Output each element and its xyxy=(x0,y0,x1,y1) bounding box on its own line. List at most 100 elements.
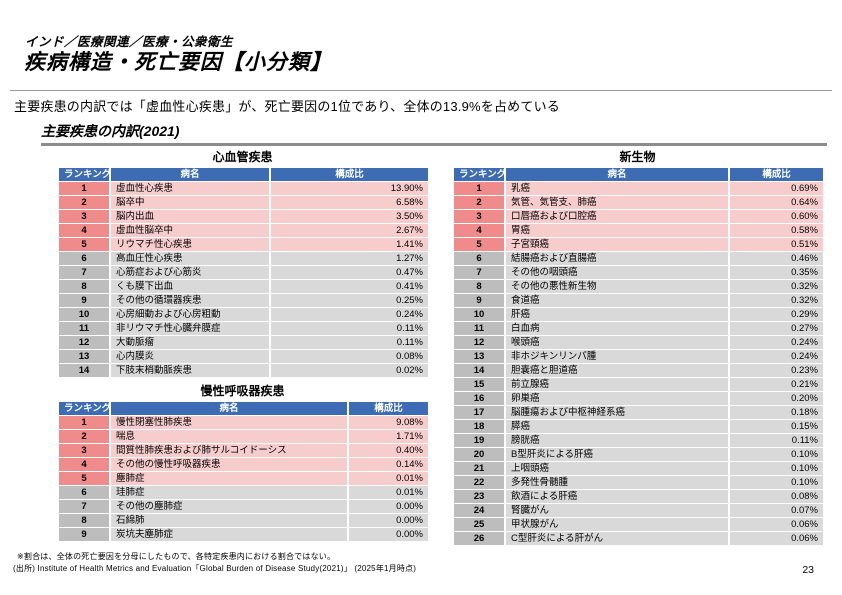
share-cell: 0.00% xyxy=(347,527,430,542)
name-cell: 肝癌 xyxy=(504,307,730,322)
key-message: 主要疾患の内訳では「虚血性心疾患」が、死亡要因の1位であり、全体の13.9%を占… xyxy=(14,99,560,114)
name-cell: その他の咽頭癌 xyxy=(504,265,730,280)
share-cell: 0.08% xyxy=(728,489,825,504)
share-cell: 2.67% xyxy=(269,223,430,238)
rank-cell: 6 xyxy=(57,485,111,500)
rank-cell: 3 xyxy=(57,443,111,458)
name-cell: リウマチ性心疾患 xyxy=(109,237,271,252)
name-cell: 下肢末梢動脈疾患 xyxy=(109,363,271,378)
name-cell: 間質性肺疾患および肺サルコイドーシス xyxy=(109,443,349,458)
table-row: 4 胃癌 0.58% xyxy=(452,223,825,238)
rank-cell: 10 xyxy=(57,307,111,322)
share-cell: 9.08% xyxy=(347,415,430,430)
share-cell: 0.00% xyxy=(347,499,430,514)
name-cell: くも膜下出血 xyxy=(109,279,271,294)
table-row: 7 その他の塵肺症 0.00% xyxy=(57,499,430,514)
column-header-rank: ランキング xyxy=(452,167,506,182)
rank-cell: 2 xyxy=(57,195,111,210)
name-cell: 口唇癌および口腔癌 xyxy=(504,209,730,224)
share-cell: 1.27% xyxy=(269,251,430,266)
rank-cell: 11 xyxy=(452,321,506,336)
rank-cell: 11 xyxy=(57,321,111,336)
name-cell: 喉頭癌 xyxy=(504,335,730,350)
name-cell: 食道癌 xyxy=(504,293,730,308)
page-title: 疾病構造・死亡要因【小分類】 xyxy=(24,51,332,74)
table-row: 9 その他の循環器疾患 0.25% xyxy=(57,293,430,308)
table-row: 3 間質性肺疾患および肺サルコイドーシス 0.40% xyxy=(57,443,430,458)
share-cell: 0.41% xyxy=(269,279,430,294)
table-title-respiratory: 慢性呼吸器疾患 xyxy=(200,384,285,398)
share-cell: 0.18% xyxy=(728,405,825,420)
share-cell: 0.21% xyxy=(728,377,825,392)
table-row: 11 白血病 0.27% xyxy=(452,321,825,336)
table-row: 20 B型肝炎による肝癌 0.10% xyxy=(452,447,825,462)
share-cell: 0.08% xyxy=(269,349,430,364)
table-row: 8 その他の悪性新生物 0.32% xyxy=(452,279,825,294)
rank-cell: 5 xyxy=(452,237,506,252)
rank-cell: 20 xyxy=(452,447,506,462)
table-row: 8 石綿肺 0.00% xyxy=(57,513,430,528)
table-row: 5 リウマチ性心疾患 1.41% xyxy=(57,237,430,252)
rank-cell: 8 xyxy=(452,279,506,294)
name-cell: 腎臓がん xyxy=(504,503,730,518)
name-cell: 高血圧性心疾患 xyxy=(109,251,271,266)
table-row: 13 非ホジキンリンパ腫 0.24% xyxy=(452,349,825,364)
rank-cell: 7 xyxy=(57,499,111,514)
name-cell: 飲酒による肝癌 xyxy=(504,489,730,504)
name-cell: 白血病 xyxy=(504,321,730,336)
ranking-table-cardiovascular: ランキング 病名 構成比 1 虚血性心疾患 13.90% 2 脳卒中 6.58% 3 脳内出血 3.5… xyxy=(57,167,430,378)
share-cell: 0.07% xyxy=(728,503,825,518)
name-cell: 甲状腺がん xyxy=(504,517,730,532)
table-row: 2 気管、気管支、肺癌 0.64% xyxy=(452,195,825,210)
name-cell: 虚血性心疾患 xyxy=(109,181,271,196)
column-header-share: 構成比 xyxy=(728,167,825,182)
rank-cell: 12 xyxy=(57,335,111,350)
share-cell: 0.69% xyxy=(728,181,825,196)
table-block-respiratory: 慢性呼吸器疾患 ランキング 病名 構成比 1 慢性閉塞性肺疾患 9.08% 2 喘息 1.71%… xyxy=(57,384,430,542)
table-row: 7 その他の咽頭癌 0.35% xyxy=(452,265,825,280)
table-row: 13 心内膜炎 0.08% xyxy=(57,349,430,364)
share-cell: 0.32% xyxy=(728,293,825,308)
table-header-row: ランキング 病名 構成比 xyxy=(452,167,825,182)
name-cell: 虚血性脳卒中 xyxy=(109,223,271,238)
share-cell: 0.58% xyxy=(728,223,825,238)
name-cell: 心内膜炎 xyxy=(109,349,271,364)
table-row: 7 心筋症および心筋炎 0.47% xyxy=(57,265,430,280)
share-cell: 0.24% xyxy=(728,349,825,364)
rank-cell: 5 xyxy=(57,471,111,486)
rank-cell: 23 xyxy=(452,489,506,504)
header-divider xyxy=(10,90,832,91)
rank-cell: 14 xyxy=(452,363,506,378)
share-cell: 6.58% xyxy=(269,195,430,210)
table-row: 23 飲酒による肝癌 0.08% xyxy=(452,489,825,504)
source-citation: (出所) Institute of Health Metrics and Eva… xyxy=(13,564,417,573)
rank-cell: 22 xyxy=(452,475,506,490)
rank-cell: 13 xyxy=(452,349,506,364)
rank-cell: 7 xyxy=(57,265,111,280)
name-cell: 大動脈瘤 xyxy=(109,335,271,350)
rank-cell: 13 xyxy=(57,349,111,364)
share-cell: 13.90% xyxy=(269,181,430,196)
table-row: 5 塵肺症 0.01% xyxy=(57,471,430,486)
name-cell: その他の悪性新生物 xyxy=(504,279,730,294)
table-row: 6 珪肺症 0.01% xyxy=(57,485,430,500)
table-row: 18 膵癌 0.15% xyxy=(452,419,825,434)
table-row: 3 口唇癌および口腔癌 0.60% xyxy=(452,209,825,224)
share-cell: 0.46% xyxy=(728,251,825,266)
share-cell: 0.00% xyxy=(347,513,430,528)
name-cell: B型肝炎による肝癌 xyxy=(504,447,730,462)
table-row: 25 甲状腺がん 0.06% xyxy=(452,517,825,532)
rank-cell: 6 xyxy=(452,251,506,266)
name-cell: 珪肺症 xyxy=(109,485,349,500)
rank-cell: 21 xyxy=(452,461,506,476)
table-row: 15 前立腺癌 0.21% xyxy=(452,377,825,392)
rank-cell: 3 xyxy=(57,209,111,224)
name-cell: 石綿肺 xyxy=(109,513,349,528)
rank-cell: 14 xyxy=(57,363,111,378)
name-cell: 膵癌 xyxy=(504,419,730,434)
name-cell: 慢性閉塞性肺疾患 xyxy=(109,415,349,430)
table-row: 24 腎臓がん 0.07% xyxy=(452,503,825,518)
share-cell: 0.10% xyxy=(728,447,825,462)
table-row: 12 喉頭癌 0.24% xyxy=(452,335,825,350)
table-block-neoplasms: 新生物 ランキング 病名 構成比 1 乳癌 0.69% 2 気管、気管支、肺癌 0.64% 3 口唇… xyxy=(452,150,825,546)
